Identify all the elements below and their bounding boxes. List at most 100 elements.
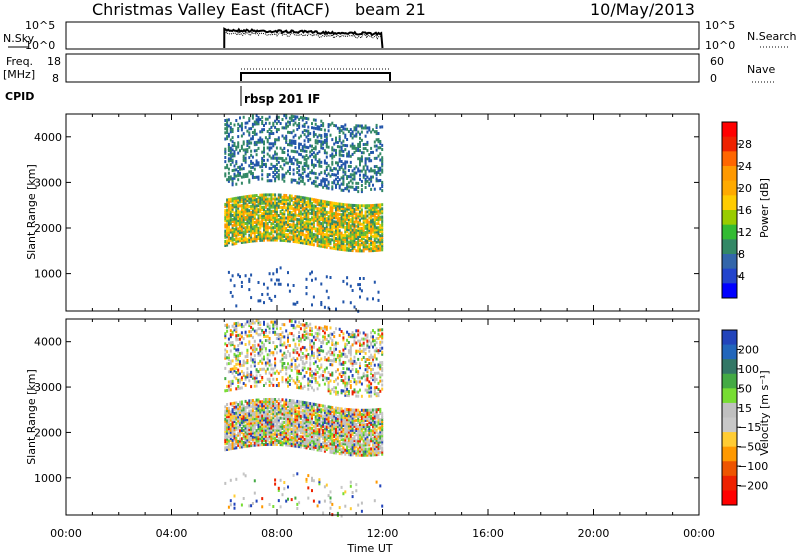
scatter-cell [311, 169, 313, 173]
scatter-cell [335, 445, 337, 449]
scatter-cell [264, 400, 267, 404]
scatter-cell [268, 349, 271, 353]
scatter-cell [359, 140, 361, 144]
scatter-cell [294, 302, 297, 306]
scatter-cell [248, 180, 251, 184]
scatter-cell [303, 403, 306, 407]
scatter-cell [244, 217, 247, 221]
scatter-cell [335, 437, 337, 441]
scatter-cell [296, 418, 299, 422]
scatter-cell [362, 243, 365, 247]
scatter-cell [240, 441, 243, 445]
scatter-cell [329, 428, 332, 432]
scatter-cell [335, 420, 337, 424]
scatter-cell [231, 205, 234, 209]
scatter-cell [251, 358, 254, 362]
scatter-cell [272, 213, 275, 217]
scatter-cell [303, 133, 306, 137]
scatter-cell [342, 131, 345, 135]
scatter-cell [331, 426, 334, 430]
scatter-cell [347, 410, 350, 414]
scatter-cell [259, 206, 262, 209]
scatter-cell [294, 209, 297, 213]
scatter-cell [335, 406, 337, 410]
scatter-cell [312, 233, 315, 237]
scatter-cell [344, 187, 347, 191]
scatter-cell [364, 218, 367, 222]
scatter-cell [329, 219, 332, 223]
scatter-cell [272, 414, 275, 418]
scatter-cell [351, 130, 354, 134]
scatter-cell [268, 232, 271, 236]
scatter-cell [312, 126, 315, 130]
scatter-cell [377, 432, 380, 436]
scatter-cell [242, 195, 245, 199]
scatter-cell [268, 371, 271, 375]
scatter-cell [240, 220, 243, 224]
scatter-cell [377, 226, 380, 230]
scatter-cell [283, 226, 286, 230]
scatter-cell [292, 409, 295, 413]
scatter-cell [231, 144, 234, 148]
scatter-cell [253, 417, 256, 421]
scatter-cell [294, 142, 297, 145]
scatter-cell [226, 221, 229, 224]
scatter-cell [305, 432, 308, 435]
scatter-cell [257, 406, 260, 410]
scatter-cell [227, 206, 230, 210]
scatter-cell [370, 410, 373, 414]
scatter-cell [274, 226, 277, 230]
scatter-cell [351, 428, 354, 432]
scatter-cell [266, 218, 269, 221]
scatter-cell [261, 232, 264, 236]
scatter-cell [344, 148, 347, 152]
scatter-cell [340, 241, 343, 245]
scatter-cell [224, 432, 227, 435]
scatter-cell [290, 196, 293, 200]
scatter-cell [248, 225, 251, 229]
scatter-cell [381, 448, 384, 452]
scatter-cell [381, 236, 384, 239]
scatter-cell [359, 169, 361, 173]
scatter-cell [327, 421, 330, 425]
scatter-cell [307, 223, 310, 227]
scatter-cell [342, 139, 345, 143]
scatter-cell [373, 144, 376, 148]
scatter-cell [235, 387, 238, 391]
scatter-cell [274, 199, 277, 203]
scatter-cell [285, 412, 288, 416]
scatter-cell [327, 223, 330, 227]
scatter-cell [338, 245, 341, 249]
scatter-cell [248, 411, 251, 415]
scatter-cell [239, 210, 241, 214]
scatter-cell [323, 413, 326, 416]
scatter-cell [296, 442, 299, 446]
scatter-cell [275, 214, 278, 217]
scatter-cell [377, 244, 380, 248]
scatter-cell [349, 434, 352, 438]
scatter-cell [244, 125, 247, 129]
scatter-cell [318, 201, 321, 205]
scatter-cell [316, 427, 319, 431]
scatter-cell [235, 229, 238, 233]
scatter-cell [240, 228, 243, 232]
scatter-cell [255, 331, 258, 335]
scatter-cell [355, 243, 358, 247]
scatter-cell [244, 420, 247, 424]
scatter-cell [283, 136, 286, 140]
scatter-cell [373, 165, 376, 169]
scatter-cell [372, 245, 374, 248]
scatter-cell [277, 228, 280, 232]
scatter-cell [268, 146, 271, 150]
scatter-cell [305, 411, 308, 415]
nsky-series [223, 27, 384, 49]
scatter-cell [229, 418, 232, 422]
scatter-cell [298, 339, 301, 343]
scatter-cell [303, 405, 306, 409]
scatter-cell [242, 240, 245, 244]
scatter-cell [253, 225, 256, 228]
scatter-cell [351, 439, 354, 443]
scatter-cell [288, 116, 291, 120]
scatter-cell [318, 150, 321, 154]
scatter-cell [290, 235, 293, 239]
